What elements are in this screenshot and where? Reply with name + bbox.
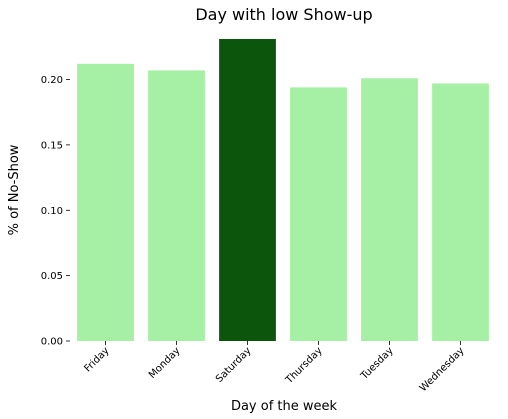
y-tick-label: 0.15 (41, 140, 63, 151)
y-axis: 0.00 0.05 0.10 0.15 0.20 (41, 75, 70, 348)
bar-friday (77, 63, 134, 341)
x-tick-label-monday: Monday (147, 345, 183, 381)
x-tick-label-wednesday: Wednesday (418, 345, 467, 394)
y-tick-label: 0.00 (41, 337, 63, 348)
y-tick-label: 0.05 (41, 271, 63, 282)
y-tick-label: 0.20 (41, 75, 63, 86)
x-axis-label: Day of the week (231, 399, 338, 414)
y-axis-label: % of No-Show (7, 144, 22, 235)
y-tick-label: 0.10 (41, 206, 63, 217)
bar-wednesday (432, 83, 489, 341)
x-tick-label-saturday: Saturday (214, 345, 254, 385)
bars (77, 39, 489, 342)
x-axis: Friday Monday Saturday Thursday Tuesday Wedne… (82, 341, 467, 394)
bar-thursday (290, 87, 347, 342)
chart-title: Day with low Show-up (195, 5, 372, 24)
x-tick-label-tuesday: Tuesday (358, 345, 395, 382)
bar-saturday (219, 39, 276, 341)
x-tick-label-friday: Friday (82, 345, 111, 374)
x-tick-label-thursday: Thursday (283, 345, 324, 386)
bar-monday (148, 70, 205, 342)
bar-tuesday (361, 78, 418, 342)
